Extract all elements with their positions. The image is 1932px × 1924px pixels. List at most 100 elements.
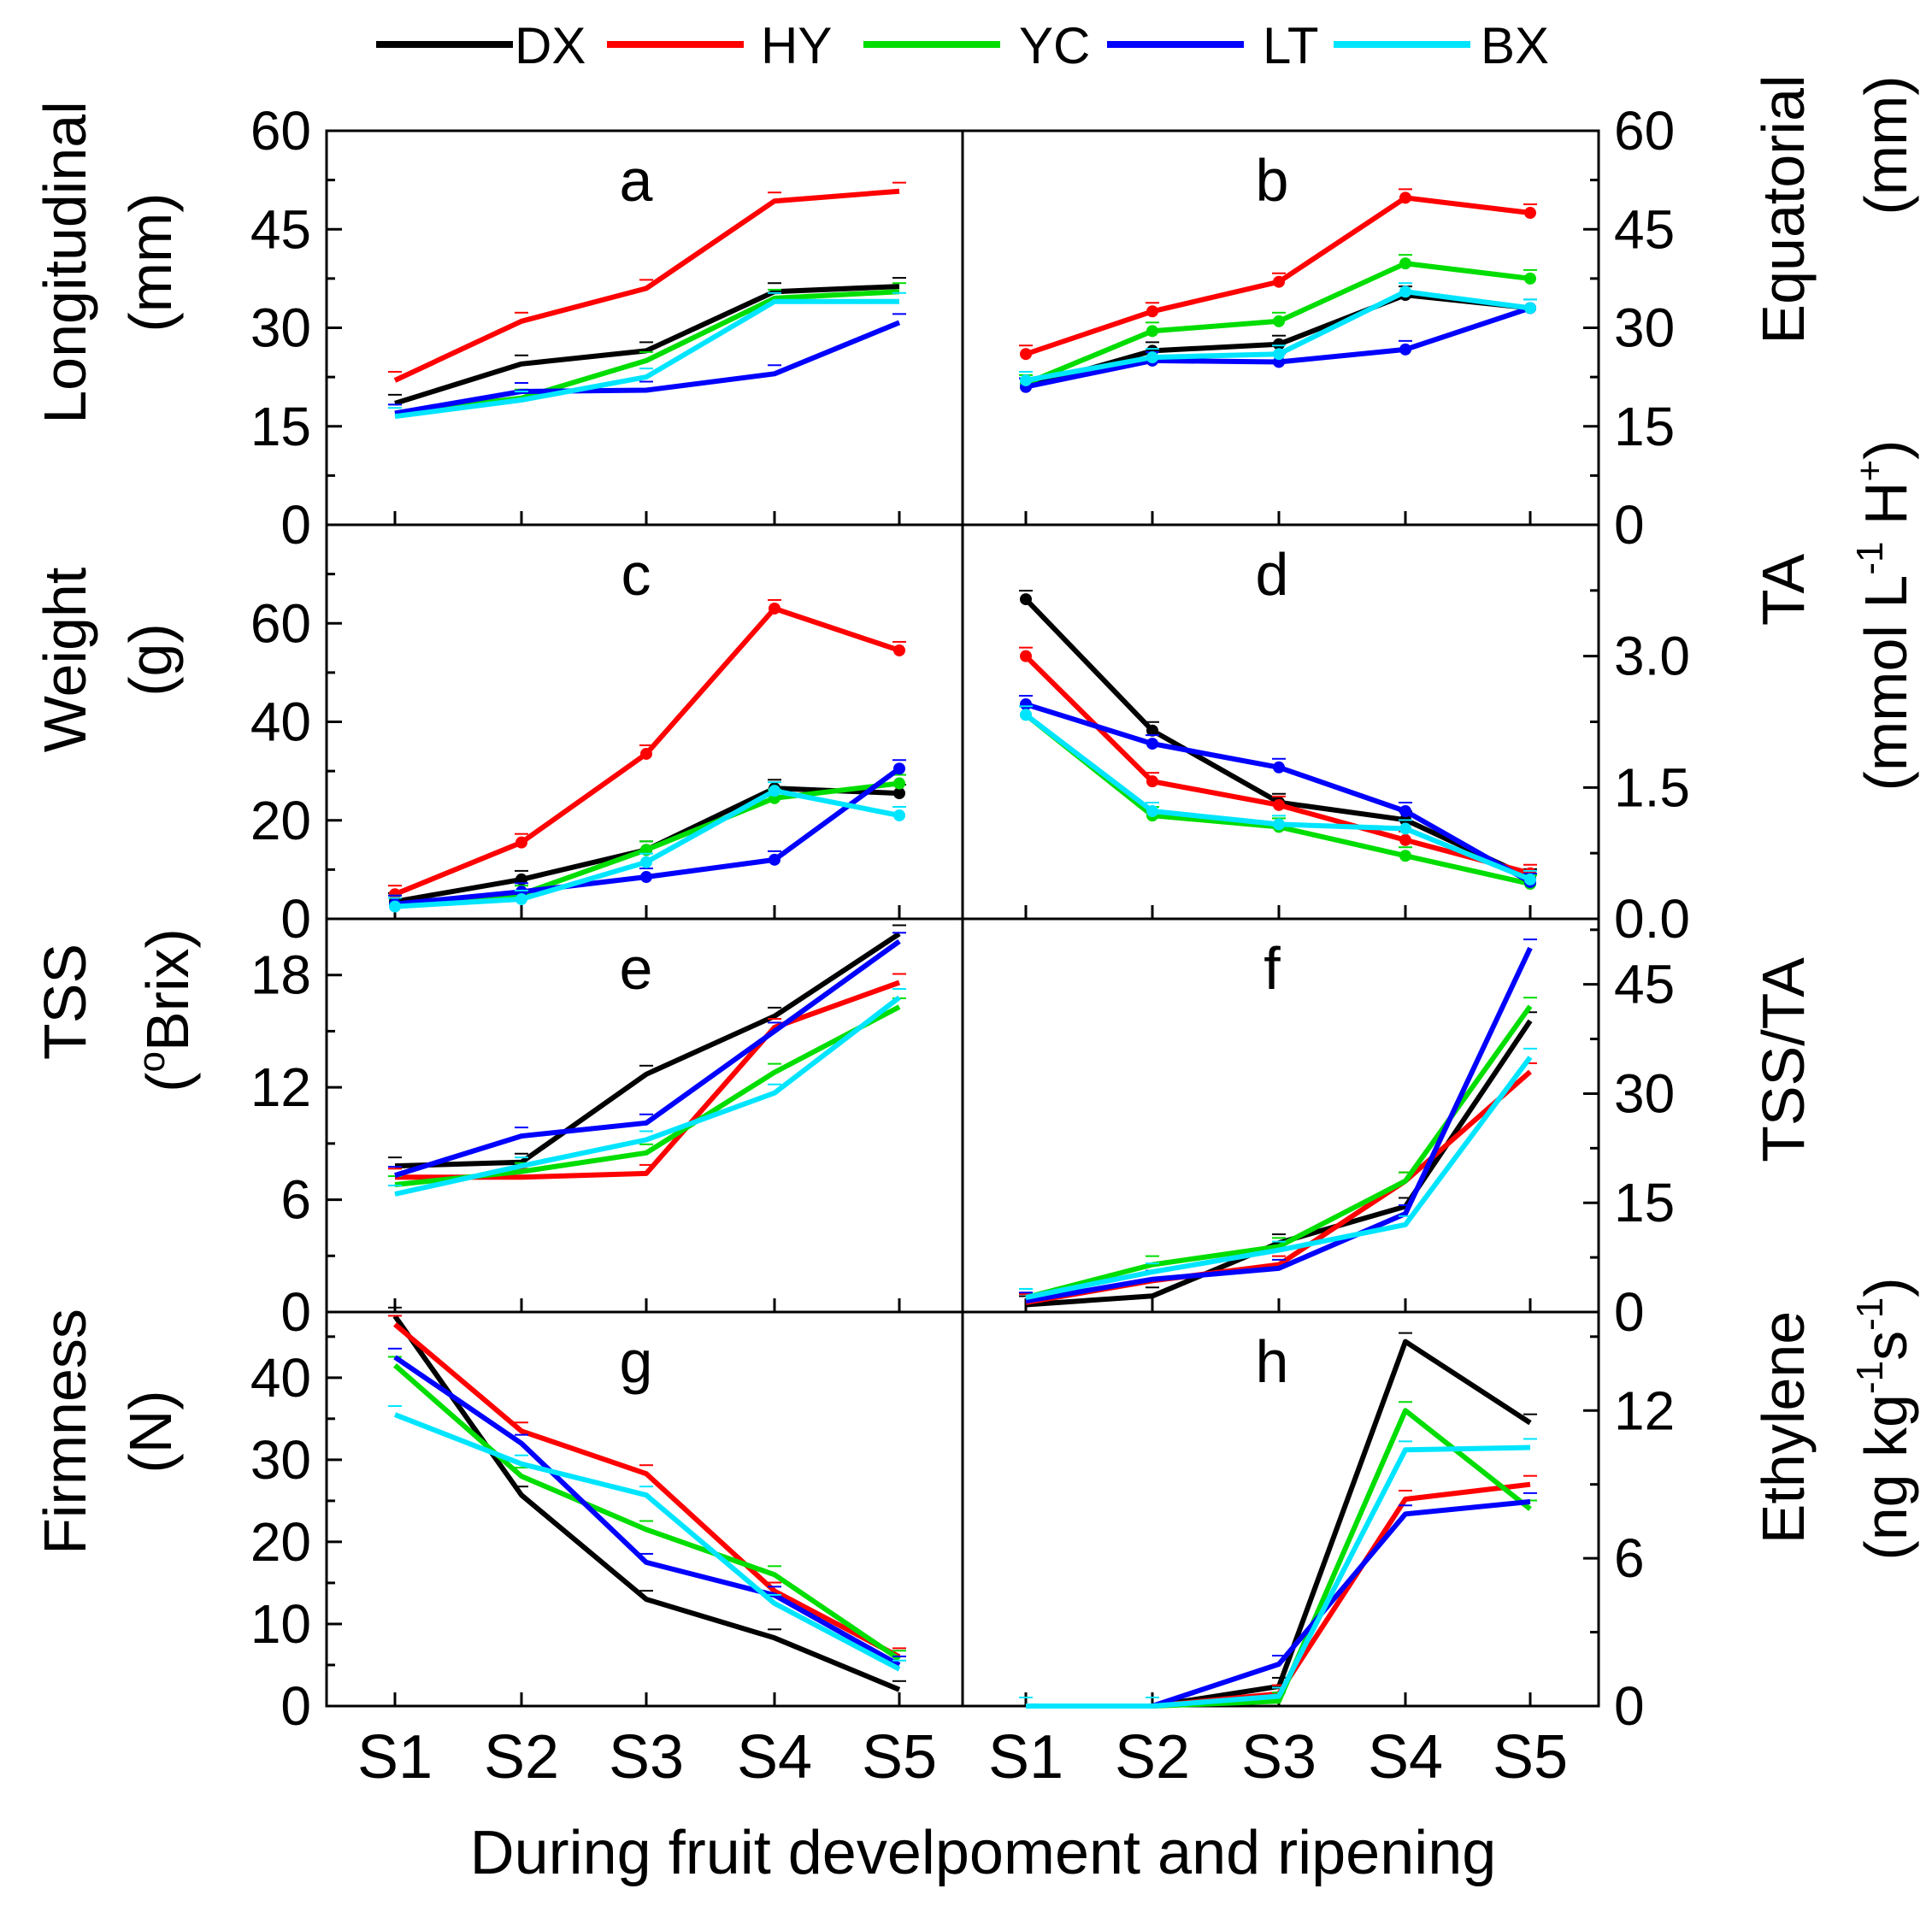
data-point-b-hy: [1146, 305, 1158, 318]
data-point-b-hy: [1273, 275, 1285, 288]
series-line-e-hy: [395, 980, 901, 1180]
data-point-d-lt: [1020, 698, 1032, 711]
y-tick-label-c: 60: [250, 592, 311, 654]
data-point-d-bx: [1399, 822, 1411, 835]
data-point-c-lt: [893, 762, 905, 775]
data-point-c-hy: [640, 747, 652, 760]
x-tick-label: S5: [1493, 1723, 1568, 1792]
data-point-d-dx: [1146, 724, 1158, 737]
right-axis-titles: Equatorial (mm) TA (mmol L-1 H+) TSS/TA …: [1750, 74, 1919, 1560]
y-tick-label-b: 15: [1614, 396, 1675, 457]
ytitle-c-line2: (g): [117, 623, 184, 697]
x-tick-label: S3: [609, 1723, 684, 1792]
y-tick-label-h: 0: [1614, 1675, 1645, 1737]
y-tick-label-g: 10: [250, 1593, 311, 1655]
series-line-a-bx: [394, 298, 899, 420]
y-tick-label-e: 12: [250, 1056, 311, 1118]
data-point-d-hy: [1399, 833, 1411, 846]
y-tick-label-d: 3.0: [1614, 626, 1690, 687]
legend-label-hy: HY: [761, 17, 832, 74]
series-line-h-hy: [1026, 1481, 1531, 1709]
series-line-f-lt: [1025, 946, 1533, 1304]
ytitle-h-mid: s: [1852, 1331, 1919, 1361]
ytitle-f: TSS/TA: [1750, 957, 1817, 1162]
x-tick-label: S2: [484, 1723, 559, 1792]
series-line-e-bx: [394, 995, 901, 1197]
series-line-g-yc: [393, 1363, 901, 1662]
data-point-d-bx: [1146, 804, 1158, 817]
y-tick-label-d: 0.0: [1614, 888, 1690, 950]
panel-letter-g: g: [620, 1328, 653, 1395]
series-line-a-lt: [394, 320, 901, 416]
ytitle-h-post: ): [1852, 1277, 1919, 1297]
data-point-c-yc: [893, 777, 905, 790]
data-point-b-lt: [1399, 343, 1411, 356]
panel-letter-f: f: [1263, 935, 1281, 1002]
data-point-b-dx: [1273, 338, 1285, 350]
data-point-d-hy: [1146, 775, 1158, 788]
series-line-d-dx: [1023, 597, 1532, 880]
y-tick-label-h: 6: [1614, 1527, 1645, 1589]
data-point-b-yc: [1524, 272, 1536, 285]
x-tick-label: S5: [862, 1723, 937, 1792]
data-point-b-bx: [1273, 348, 1285, 361]
series-line-h-dx: [1026, 1339, 1532, 1709]
y-tick-label-g: 0: [280, 1675, 311, 1737]
y-tick-label-e: 18: [250, 944, 311, 1006]
y-tick-label-f: 45: [1614, 954, 1675, 1015]
x-axis-title: During fruit develpoment and ripening: [470, 1819, 1497, 1887]
y-tick-label-a: 60: [250, 100, 311, 162]
y-tick-label-h: 12: [1614, 1380, 1675, 1441]
series-line-e-yc: [394, 1004, 901, 1187]
data-point-c-hy: [893, 644, 905, 656]
left-axis-titles: Longitudinal (mm) Weight (g) TSS (oBrix)…: [32, 101, 201, 1555]
panel-h: h 0 6 12: [1019, 1328, 1675, 1737]
ytitle-d-mid: H: [1852, 482, 1919, 542]
ytitle-e-post: Brix): [134, 928, 201, 1051]
y-tick-label-b: 30: [1614, 297, 1675, 359]
data-point-b-bx: [1524, 302, 1536, 315]
legend-label-dx: DX: [515, 17, 586, 74]
y-tick-label-f: 15: [1614, 1172, 1675, 1233]
panel-letter-h: h: [1256, 1328, 1289, 1395]
ytitle-b-line2: (mm): [1852, 75, 1919, 215]
data-point-c-bx: [389, 900, 401, 913]
panel-d: d 0.0 1.5 3.0: [1019, 523, 1690, 950]
y-tick-label-g: 40: [250, 1347, 311, 1409]
ytitle-g-line1: Firmness: [32, 1309, 98, 1555]
legend-label-yc: YC: [1019, 17, 1090, 74]
data-point-b-hy: [1524, 207, 1536, 220]
legend-label-bx: BX: [1481, 17, 1549, 74]
data-point-c-hy: [515, 836, 527, 849]
data-point-c-dx: [893, 787, 905, 800]
data-point-b-bx: [1146, 351, 1158, 364]
data-point-b-hy: [1020, 348, 1032, 361]
data-point-c-bx: [893, 809, 905, 821]
y-tick-label-c: 20: [250, 790, 311, 851]
x-tick-labels: S1 S1 S2 S2 S3 S3 S4 S4 S5 S5: [357, 1723, 1568, 1792]
panel-b: b 0 15 30 45 60: [1019, 100, 1675, 556]
x-tick-label: S4: [1368, 1723, 1443, 1792]
ytitle-d-exp1: -1: [1849, 542, 1891, 575]
y-tick-label-a: 30: [250, 297, 311, 359]
data-point-c-lt: [640, 871, 652, 884]
panel-letter-b: b: [1256, 147, 1289, 214]
series-line-g-hy: [393, 1322, 901, 1660]
data-point-d-lt: [1399, 804, 1411, 817]
series-line-a-dx: [394, 284, 900, 406]
series-line-h-lt: [1026, 1498, 1531, 1709]
x-tick-label: S1: [357, 1723, 433, 1792]
y-tick-label-b: 45: [1614, 198, 1675, 260]
y-tick-label-f: 0: [1614, 1281, 1645, 1343]
data-point-c-bx: [515, 892, 527, 905]
legend-label-lt: LT: [1263, 17, 1319, 74]
y-tick-label-a: 0: [280, 494, 311, 556]
data-point-c-hy: [769, 602, 780, 615]
data-point-b-yc: [1399, 257, 1411, 270]
y-tick-label-f: 30: [1614, 1062, 1675, 1124]
ytitle-c-line1: Weight: [32, 568, 98, 753]
ytitle-h-exp2: -1: [1849, 1297, 1891, 1331]
ytitle-d-post: ): [1852, 440, 1919, 460]
data-point-b-yc: [1273, 315, 1285, 327]
